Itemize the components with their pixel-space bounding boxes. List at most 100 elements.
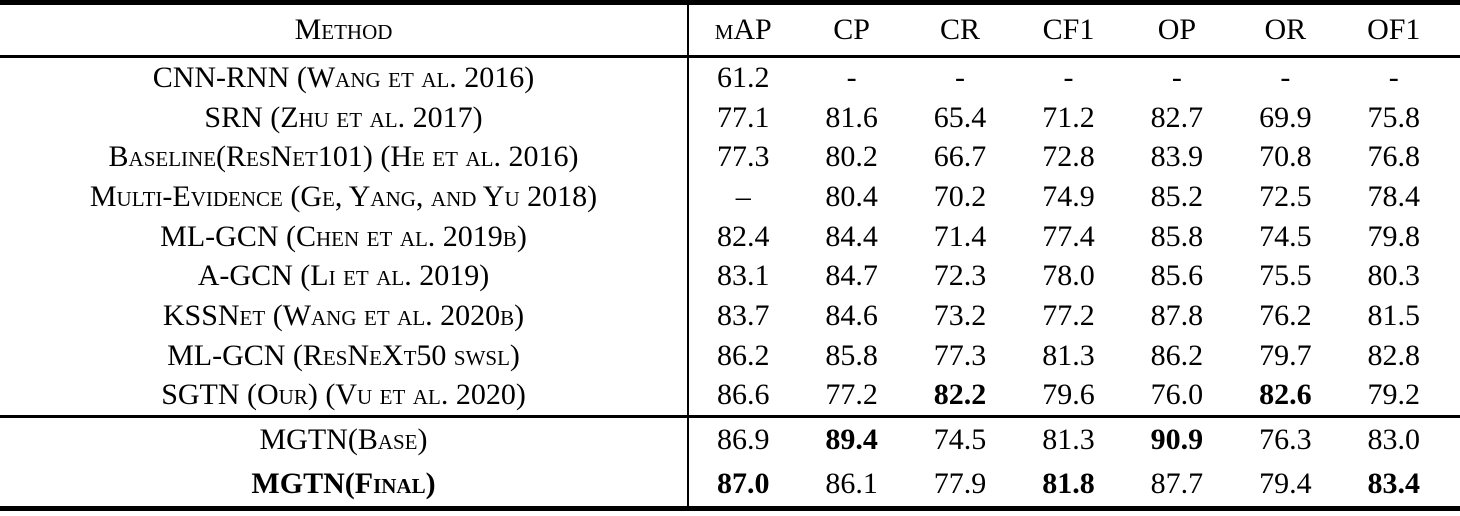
value-cell: 71.4 <box>933 219 987 253</box>
table-row: KSSNet (Wang et al. 2020b) 83.7 84.6 73.… <box>0 296 1460 336</box>
value-cell: 85.8 <box>825 338 878 372</box>
method-cell: MGTN(Base) <box>259 423 428 456</box>
value-cell: 76.0 <box>1150 378 1204 412</box>
top-rule <box>0 0 1460 5</box>
value-cell: 80.4 <box>825 179 878 213</box>
value-cell: - <box>846 60 857 94</box>
value-cell: 80.3 <box>1367 259 1420 293</box>
value-cell: 82.2 <box>933 378 987 412</box>
table-footer: MGTN(Base) 86.9 89.4 74.5 81.3 90.9 76.3… <box>0 418 1460 506</box>
value-cell: 77.4 <box>1042 219 1095 253</box>
footer-rule <box>0 415 1460 418</box>
value-cell: 74.5 <box>1259 219 1312 253</box>
value-cell: 83.1 <box>687 256 797 297</box>
value-cell: 87.8 <box>1150 298 1204 332</box>
value-cell: 86.9 <box>687 418 797 462</box>
value-cell: 86.2 <box>1150 338 1204 372</box>
value-cell: 77.3 <box>687 137 797 178</box>
header-rule <box>0 55 1460 58</box>
value-cell: 76.2 <box>1259 298 1312 332</box>
column-header-cp: CP <box>833 13 870 46</box>
value-cell: 81.5 <box>1367 298 1420 332</box>
value-cell: 66.7 <box>933 140 987 174</box>
method-cell: ML-GCN (ResNeXt50 swsl) <box>167 338 520 372</box>
value-cell: 84.6 <box>825 298 878 332</box>
value-cell: 79.8 <box>1367 219 1420 253</box>
header-row: Method mAP CP CR CF1 OP OR OF1 <box>0 5 1460 55</box>
value-cell: 83.9 <box>1150 140 1204 174</box>
method-cell: A-GCN (Li et al. 2019) <box>197 259 490 293</box>
value-cell: - <box>1388 60 1399 94</box>
value-cell: 65.4 <box>933 100 987 134</box>
value-cell: 81.6 <box>825 100 878 134</box>
value-cell: 75.5 <box>1259 259 1312 293</box>
method-cell: Baseline(ResNet101) (He et al. 2016) <box>108 140 579 174</box>
value-cell: 77.2 <box>825 378 878 412</box>
method-cell: ML-GCN (Chen et al. 2019b) <box>160 219 527 253</box>
value-cell: 83.7 <box>687 296 797 336</box>
column-header-map: mAP <box>687 5 797 55</box>
value-cell: 77.2 <box>1042 298 1095 332</box>
value-cell: 70.8 <box>1259 140 1312 174</box>
method-cell: CNN-RNN (Wang et al. 2016) <box>152 60 535 94</box>
value-cell: 72.5 <box>1259 179 1312 213</box>
value-cell: 79.7 <box>1259 338 1312 372</box>
table-row: SGTN (Our) (Vu et al. 2020) 86.6 77.2 82… <box>0 375 1460 416</box>
value-cell: 87.7 <box>1150 467 1204 500</box>
value-cell: 78.4 <box>1367 179 1420 213</box>
value-cell: 79.6 <box>1042 378 1095 412</box>
value-cell: 80.2 <box>825 140 878 174</box>
column-header-of1: OF1 <box>1367 13 1421 46</box>
value-cell: 74.9 <box>1042 179 1095 213</box>
value-cell: 61.2 <box>687 58 797 98</box>
table-row: Baseline(ResNet101) (He et al. 2016) 77.… <box>0 137 1460 178</box>
column-header-method: Method <box>294 13 393 46</box>
value-cell: 76.8 <box>1367 140 1420 174</box>
value-cell: 89.4 <box>825 423 878 456</box>
value-cell: 77.1 <box>687 97 797 138</box>
value-cell: 71.2 <box>1042 100 1095 134</box>
method-cell: SGTN (Our) (Vu et al. 2020) <box>161 378 526 412</box>
table-row: MGTN(Final) 87.0 86.1 77.9 81.8 87.7 79.… <box>0 462 1460 506</box>
value-cell: 78.0 <box>1042 259 1095 293</box>
value-cell: 76.3 <box>1259 423 1312 456</box>
value-cell: 79.2 <box>1367 378 1420 412</box>
value-cell: 82.4 <box>687 216 797 257</box>
value-cell: - <box>1063 60 1074 94</box>
value-cell: 82.8 <box>1367 338 1420 372</box>
value-cell: 83.0 <box>1367 423 1420 456</box>
value-cell: 85.6 <box>1150 259 1204 293</box>
value-cell: 86.1 <box>825 467 878 500</box>
value-cell: 90.9 <box>1150 423 1204 456</box>
table-body: CNN-RNN (Wang et al. 2016) 61.2 - - - - … <box>0 58 1460 416</box>
value-cell: - <box>955 60 966 94</box>
method-cell: Multi-Evidence (Ge, Yang, and Yu 2018) <box>89 179 598 213</box>
value-cell: 77.9 <box>933 467 987 500</box>
value-cell: 74.5 <box>933 423 987 456</box>
value-cell: 72.3 <box>933 259 987 293</box>
value-cell: - <box>1280 60 1291 94</box>
table-row: ML-GCN (Chen et al. 2019b) 82.4 84.4 71.… <box>0 216 1460 257</box>
value-cell: 81.3 <box>1042 338 1095 372</box>
value-cell: 85.8 <box>1150 219 1204 253</box>
value-cell: 81.3 <box>1042 423 1095 456</box>
table-row: Multi-Evidence (Ge, Yang, and Yu 2018) –… <box>0 177 1460 217</box>
value-cell: 77.3 <box>933 338 987 372</box>
value-cell: 75.8 <box>1367 100 1420 134</box>
column-header-or: OR <box>1264 13 1307 46</box>
value-cell: 82.6 <box>1259 378 1312 412</box>
value-cell: 73.2 <box>933 298 987 332</box>
value-cell: 87.0 <box>687 462 797 506</box>
table-row: A-GCN (Li et al. 2019) 83.1 84.7 72.3 78… <box>0 256 1460 297</box>
value-cell: 86.2 <box>687 335 797 376</box>
method-cell: KSSNet (Wang et al. 2020b) <box>162 298 525 332</box>
table-row: MGTN(Base) 86.9 89.4 74.5 81.3 90.9 76.3… <box>0 418 1460 462</box>
value-cell: 72.8 <box>1042 140 1095 174</box>
column-header-cf1: CF1 <box>1042 13 1095 46</box>
value-cell: 69.9 <box>1259 100 1312 134</box>
value-cell: – <box>687 177 797 217</box>
value-cell: 70.2 <box>933 179 987 213</box>
value-cell: 85.2 <box>1150 179 1204 213</box>
